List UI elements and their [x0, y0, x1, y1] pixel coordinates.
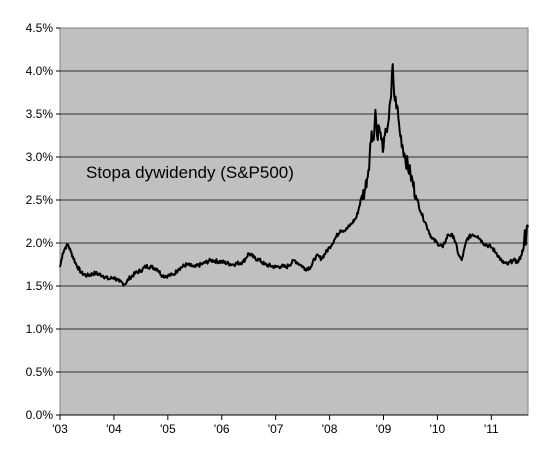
y-tick-label: 2.5% [26, 193, 54, 207]
x-tick-label: '05 [160, 422, 176, 436]
y-tick-label: 2.0% [26, 236, 54, 250]
x-tick-label: '03 [52, 422, 68, 436]
y-tick-label: 0.0% [26, 408, 54, 422]
x-tick-label: '08 [322, 422, 338, 436]
series-line [59, 63, 529, 287]
x-tick-label: '10 [430, 422, 446, 436]
x-axis: '03 '04 '05 '06 '07 '08 '09 '10 '11 [52, 414, 528, 436]
x-tick-label: '06 [214, 422, 230, 436]
y-tick-label: 3.5% [26, 107, 54, 121]
y-tick-label: 1.5% [26, 279, 54, 293]
x-tick-label: '07 [268, 422, 284, 436]
y-axis: 0.0% 0.5% 1.0% 1.5% 2.0% 2.5% 3.0% 3.5% 4.0% 4.5% [26, 21, 60, 422]
y-tick-label: 4.5% [26, 21, 54, 35]
y-tick-label: 0.5% [26, 365, 54, 379]
gridlines [60, 70, 528, 373]
chart-title: Stopa dywidendy (S&P500) [86, 163, 294, 182]
x-tick-label: '11 [484, 422, 499, 436]
y-tick-label: 1.0% [26, 322, 54, 336]
x-tick-label: '09 [376, 422, 392, 436]
x-tick-label: '04 [106, 422, 122, 436]
y-tick-label: 3.0% [26, 150, 54, 164]
y-tick-label: 4.0% [26, 64, 54, 78]
plot-area [59, 27, 529, 416]
